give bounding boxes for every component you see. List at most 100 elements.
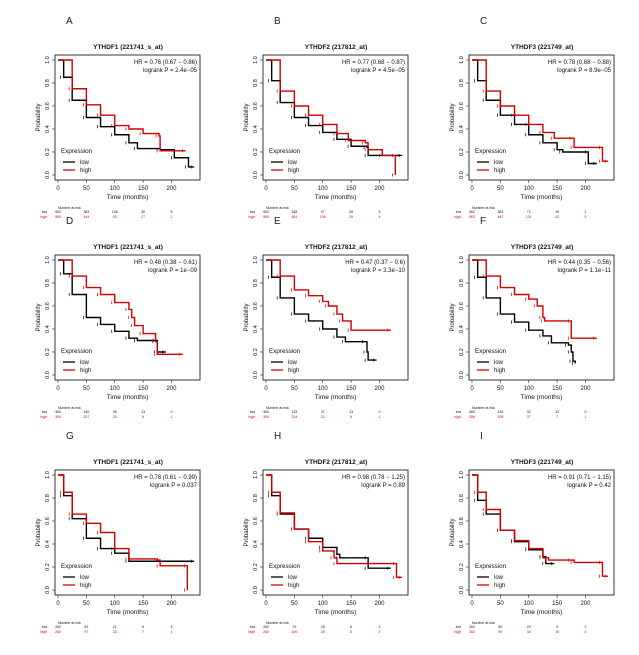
- survival-curve-low: [266, 474, 391, 569]
- risk-table-header: Number at risk: [58, 621, 81, 625]
- y-tick-label: 0.4: [253, 325, 259, 333]
- plot-frame: [262, 54, 409, 181]
- legend-label-low: low: [80, 360, 90, 366]
- risk-count-low: 13: [141, 410, 145, 414]
- logrank-p: logrank P = 0.42: [567, 483, 611, 489]
- y-tick-label: 0.4: [459, 540, 465, 548]
- risk-count-high: 262: [469, 630, 475, 634]
- legend-title: Expression: [269, 148, 301, 155]
- risk-count-high: 963: [55, 215, 61, 219]
- plot-title: YTHDF1 (221741_s_at): [93, 459, 163, 466]
- km-panel-f: F YTHDF3 (221749_at) 0 50 100 150 200 0.0 0.2 0.4…: [414, 200, 627, 430]
- x-tick-label: 100: [524, 601, 535, 607]
- risk-count-low: 262: [263, 625, 269, 629]
- risk-count-high: 1: [584, 415, 586, 419]
- risk-count-low: 80: [498, 625, 502, 629]
- logrank-p: logrank P = 1e−09: [148, 268, 198, 274]
- survival-curve-high: [472, 259, 597, 339]
- risk-count-high: 262: [263, 630, 269, 634]
- hazard-ratio: HR = 0.48 (0.38 − 0.61): [134, 260, 197, 266]
- x-axis-label: Time (months): [521, 609, 563, 616]
- legend-title: Expression: [475, 148, 507, 155]
- risk-count-low: 106: [112, 210, 118, 214]
- survival-curve-low: [266, 259, 377, 361]
- risk-count-high: 262: [55, 630, 61, 634]
- km-plot: A YTHDF1 (221741_s_at) 0 50 100 150 200 0.0 0.2 0…: [36, 16, 201, 219]
- survival-curve-high: [266, 259, 391, 331]
- legend-label-low: low: [288, 360, 298, 366]
- risk-row-label-high: high: [248, 215, 255, 219]
- risk-count-low: 6: [350, 625, 352, 629]
- x-tick-label: 50: [497, 601, 504, 607]
- risk-row-label-high: high: [454, 415, 461, 419]
- risk-table-header: Number at risk: [58, 406, 81, 410]
- risk-count-high: 15: [555, 630, 559, 634]
- x-tick-label: 50: [291, 601, 298, 607]
- risk-count-low: 0: [170, 410, 172, 414]
- plot-frame: [54, 254, 201, 381]
- y-tick-label: 0.4: [45, 540, 51, 548]
- plot-title: YTHDF2 (217812_at): [305, 244, 368, 251]
- risk-count-low: 0: [584, 625, 586, 629]
- y-tick-label: 1.0: [45, 56, 51, 64]
- hazard-ratio: HR = 0.76 (0.67 − 0.86): [134, 60, 197, 66]
- x-tick-label: 50: [497, 386, 504, 392]
- y-axis-label: Probability: [450, 103, 456, 131]
- y-tick-label: 0.6: [253, 102, 259, 110]
- y-tick-label: 0.6: [459, 517, 465, 525]
- y-tick-label: 1.0: [459, 56, 465, 64]
- risk-table-header: Number at risk: [266, 406, 289, 410]
- y-tick-label: 0.8: [253, 79, 259, 87]
- x-tick-label: 150: [552, 386, 563, 392]
- risk-count-low: 262: [469, 625, 475, 629]
- risk-count-low: 0: [378, 410, 380, 414]
- x-tick-label: 0: [264, 186, 268, 192]
- risk-count-high: 2: [170, 215, 172, 219]
- hazard-ratio: HR = 0.77 (0.68 − 0.87): [342, 60, 405, 66]
- plot-frame: [468, 469, 615, 596]
- x-axis-label: Time (months): [521, 394, 563, 401]
- plot-frame: [468, 254, 615, 381]
- risk-count-high: 99: [498, 630, 502, 634]
- y-tick-label: 0.8: [253, 494, 259, 502]
- x-tick-label: 200: [166, 601, 177, 607]
- y-tick-label: 0.2: [253, 348, 259, 356]
- y-axis-label: Probability: [244, 303, 250, 331]
- survival-curve-low: [266, 59, 403, 157]
- y-tick-label: 0.8: [45, 79, 51, 87]
- risk-table-header: Number at risk: [472, 406, 495, 410]
- risk-row-label-low: low: [42, 410, 48, 414]
- risk-count-high: 27: [141, 215, 145, 219]
- km-panel-d: D YTHDF1 (221741_s_at) 0 50 100 150 200 0.0 0.2 0…: [0, 200, 213, 430]
- x-tick-label: 100: [110, 386, 121, 392]
- legend-label-low: low: [80, 160, 90, 166]
- plot-frame: [262, 254, 409, 381]
- x-tick-label: 150: [346, 186, 357, 192]
- risk-count-high: 467: [497, 215, 503, 219]
- risk-count-high: 7: [142, 630, 144, 634]
- logrank-p: logrank P = 1.1e−11: [558, 268, 612, 274]
- risk-count-high: 207: [83, 415, 89, 419]
- logrank-p: logrank P = 0.89: [361, 483, 405, 489]
- x-tick-label: 200: [374, 601, 385, 607]
- x-tick-label: 0: [264, 386, 268, 392]
- x-tick-label: 0: [56, 601, 60, 607]
- x-tick-label: 0: [264, 601, 268, 607]
- survival-curve-low: [472, 259, 576, 364]
- x-tick-label: 200: [166, 386, 177, 392]
- x-tick-label: 150: [138, 386, 149, 392]
- panel-letter: G: [66, 431, 74, 442]
- risk-count-low: 30: [141, 210, 145, 214]
- plot-title: YTHDF1 (221741_s_at): [93, 44, 163, 51]
- x-tick-label: 0: [56, 386, 60, 392]
- risk-count-low: 32: [527, 410, 531, 414]
- risk-count-high: 100: [291, 630, 297, 634]
- risk-table-header: Number at risk: [472, 621, 495, 625]
- risk-row-label-low: low: [250, 410, 256, 414]
- y-tick-label: 0.2: [459, 563, 465, 571]
- y-tick-label: 0.8: [45, 279, 51, 287]
- legend-label-high: high: [494, 368, 505, 374]
- x-axis-label: Time (months): [315, 609, 357, 616]
- risk-count-low: 25: [321, 625, 325, 629]
- risk-count-high: 28: [321, 630, 325, 634]
